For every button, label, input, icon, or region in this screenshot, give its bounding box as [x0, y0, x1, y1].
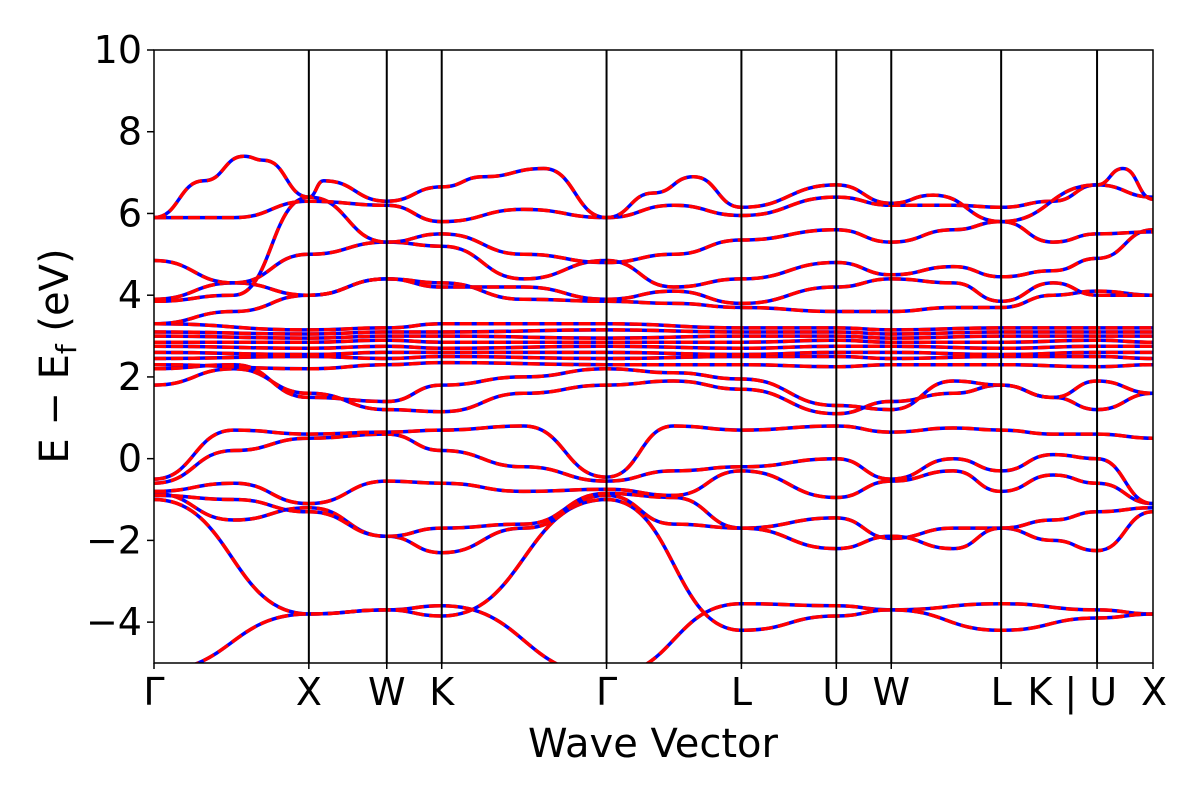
band-2-wannier-line [154, 491, 1153, 555]
band-17-wannier-line [154, 277, 1153, 326]
y-tick-label-6: 8 [118, 110, 142, 154]
y-tick-label-4: 4 [118, 273, 142, 317]
y-axis-label-main: E − E [32, 354, 78, 464]
band-4-wannier-line [154, 469, 1153, 506]
y-tick-label-7: 10 [94, 28, 142, 72]
x-tick-label-6: U [822, 670, 850, 714]
band-6-wannier-line [154, 424, 1153, 481]
band-16-wannier-line [154, 322, 1153, 332]
band-21-wannier-line [154, 183, 1153, 224]
kpoint-lines [307, 50, 1099, 663]
band-13-wannier-line [154, 338, 1153, 344]
y-tick-label-3: 2 [118, 355, 142, 399]
band-8-wannier-line [154, 362, 1153, 412]
x-tick-label-5: L [731, 670, 752, 714]
x-tick-label-9: K | U [1027, 670, 1117, 715]
x-tick-label-4: Γ [596, 670, 617, 714]
bands-layer [154, 154, 1153, 663]
band-18-wannier-line [154, 277, 1153, 306]
band-19-wannier-line [154, 228, 1153, 289]
y-tick-label-2: 0 [118, 437, 142, 481]
band-12-wannier-line [154, 344, 1153, 351]
x-tick-label-1: X [296, 670, 322, 714]
band-15-wannier-line [154, 328, 1153, 336]
y-axis-label: E − Ef (eV) [32, 248, 83, 463]
x-tick-label-10: X [1141, 670, 1167, 714]
x-tick-label-2: W [368, 670, 406, 714]
y-axis-label-subscript: f [50, 343, 83, 354]
y-tick-label-0: −4 [86, 600, 142, 644]
x-tick-label-0: Γ [143, 670, 164, 714]
x-axis-label: Wave Vector [528, 721, 779, 767]
y-tick-label-5: 6 [118, 191, 142, 235]
y-axis-label-unit: (eV) [32, 248, 78, 344]
x-tick-label-7: W [872, 670, 910, 714]
band-10-wannier-line [154, 354, 1153, 361]
band-3-wannier-line [154, 491, 1153, 551]
band-11-wannier-line [154, 350, 1153, 357]
band-9-wannier-line [154, 360, 1153, 371]
x-tick-label-3: K [429, 670, 455, 714]
y-tick-label-1: −2 [86, 518, 142, 562]
band-5-wannier-line [154, 432, 1153, 506]
band-14-wannier-line [154, 334, 1153, 340]
x-tick-label-8: L [991, 670, 1012, 714]
plot-frame [153, 49, 1154, 664]
y-axis-ticks: −4 −2 0 2 4 6 8 10 [86, 28, 154, 644]
